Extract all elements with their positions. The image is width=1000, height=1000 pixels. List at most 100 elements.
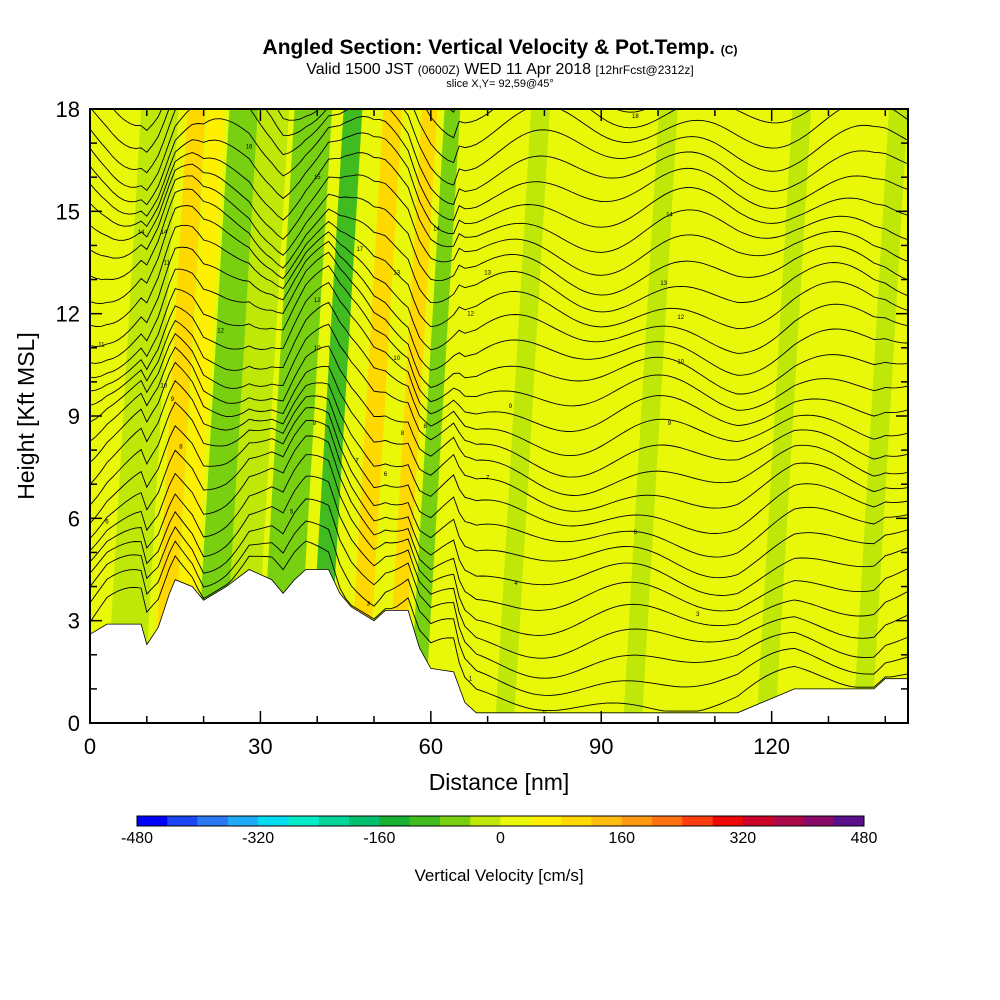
velocity-band-12-3 bbox=[548, 109, 622, 723]
colorbar-swatch bbox=[197, 816, 229, 826]
contour-label: 14 bbox=[161, 230, 168, 236]
isentrope-0 bbox=[90, 540, 908, 712]
contour-label: 10 bbox=[314, 346, 321, 352]
velocity-band-14-3 bbox=[682, 109, 750, 723]
contour-label: 13 bbox=[660, 281, 667, 287]
contour-label: 3 bbox=[367, 602, 371, 608]
x-tick-label: 0 bbox=[84, 734, 96, 759]
velocity-band-17-3 bbox=[853, 109, 908, 723]
contour-label: 8 bbox=[401, 431, 405, 437]
colorbar-swatch bbox=[591, 816, 622, 826]
contour-label: 12 bbox=[217, 329, 224, 335]
contour-label: 6 bbox=[384, 472, 388, 478]
velocity-band-4-3 bbox=[222, 109, 290, 723]
isentrope-24 bbox=[90, 132, 908, 235]
contour-label: 7 bbox=[355, 458, 359, 464]
contour-label: 5 bbox=[290, 510, 294, 516]
isentrope-20 bbox=[90, 188, 908, 313]
contour-label: 8 bbox=[179, 445, 183, 451]
colorbar-label: 320 bbox=[729, 830, 756, 847]
colorbar-swatch bbox=[439, 816, 471, 826]
contour-label: 7 bbox=[486, 475, 490, 481]
y-axis-title: Height [Kft MSL] bbox=[13, 332, 39, 499]
colorbar-swatch bbox=[500, 816, 532, 826]
isentrope-3 bbox=[90, 475, 908, 659]
velocity-band-9-3 bbox=[408, 109, 461, 723]
isentrope-12 bbox=[90, 323, 908, 478]
colorbar-swatch bbox=[470, 816, 501, 826]
contour-label: 14 bbox=[433, 226, 440, 232]
isentrope-9 bbox=[90, 380, 908, 534]
isentrope-30 bbox=[146, 109, 648, 113]
isentrope-5 bbox=[90, 435, 908, 612]
velocity-band-0-3 bbox=[105, 109, 179, 723]
y-axis: 0 3 6 9 12 15 18 bbox=[56, 97, 908, 736]
isentrope-23 bbox=[90, 152, 908, 253]
contour-label: 17 bbox=[356, 247, 363, 253]
isentrope-19 bbox=[90, 205, 908, 330]
valid-date: WED 11 Apr 2018 bbox=[464, 61, 592, 78]
colorbar-title: Vertical Velocity [cm/s] bbox=[414, 866, 583, 885]
x-axis: 0 30 60 90 120 bbox=[84, 109, 887, 759]
isentrope-1 bbox=[90, 520, 908, 696]
x-tick-label: 30 bbox=[248, 734, 272, 759]
colorbar-swatch bbox=[773, 816, 804, 826]
contour-label: 13 bbox=[393, 271, 400, 277]
colorbar-label: 480 bbox=[851, 830, 878, 847]
valid-time-utc: (0600Z) bbox=[417, 63, 460, 77]
title-block: Angled Section: Vertical Velocity & Pot.… bbox=[0, 36, 1000, 90]
colorbar-swatch bbox=[803, 816, 835, 826]
isentrope-6 bbox=[90, 419, 908, 596]
isentrope-15 bbox=[90, 265, 908, 411]
isentrope-14 bbox=[90, 282, 908, 432]
velocity-band-16-3 bbox=[801, 109, 869, 723]
colorbar-frame bbox=[136, 815, 865, 827]
velocity-band-3-3 bbox=[193, 109, 261, 723]
contour-label: 18 bbox=[632, 114, 639, 120]
colorbar-label: 0 bbox=[496, 830, 505, 847]
y-tick-label: 3 bbox=[68, 609, 80, 634]
valid-time: Valid 1500 JST bbox=[306, 61, 414, 78]
isentrope-28 bbox=[90, 109, 908, 164]
isentrope-17 bbox=[90, 240, 908, 376]
colorbar-swatch bbox=[288, 816, 320, 826]
y-tick-label: 9 bbox=[68, 404, 80, 429]
isentrope-2 bbox=[90, 498, 908, 679]
contour-label: 8 bbox=[423, 424, 427, 430]
forecast-info: [12hrFcst@2312z] bbox=[595, 63, 694, 77]
colorbar-swatch bbox=[227, 816, 259, 826]
colorbar-swatch bbox=[409, 816, 441, 826]
contour-label: 10 bbox=[161, 383, 168, 389]
x-tick-label: 60 bbox=[419, 734, 443, 759]
isentrope-25 bbox=[90, 115, 908, 221]
velocity-band-1-3 bbox=[151, 109, 207, 723]
colorbar-label: -320 bbox=[242, 830, 274, 847]
contour-label: 11 bbox=[98, 342, 105, 348]
colorbar-swatch bbox=[712, 816, 744, 826]
isentrope-8 bbox=[90, 395, 908, 558]
colorbar-swatch bbox=[561, 816, 592, 826]
y-tick-label: 15 bbox=[56, 199, 80, 224]
x-tick-label: 90 bbox=[589, 734, 613, 759]
velocity-band-13-3 bbox=[623, 109, 678, 723]
isentrope-7 bbox=[90, 407, 908, 579]
x-axis-title: Distance [nm] bbox=[429, 769, 570, 795]
colorbar-label: 160 bbox=[608, 830, 635, 847]
contour-label: 6 bbox=[105, 520, 109, 526]
contour-label: 9 bbox=[171, 397, 175, 403]
isentrope-21 bbox=[90, 175, 908, 296]
contour-label: 15 bbox=[314, 175, 321, 181]
y-tick-label: 0 bbox=[68, 711, 80, 736]
velocity-band-10-3 bbox=[435, 109, 497, 723]
isentrope-18 bbox=[90, 224, 908, 354]
chart-title-main: Angled Section: Vertical Velocity & Pot.… bbox=[262, 36, 715, 59]
velocity-band-5-3 bbox=[258, 109, 332, 723]
contour-label: 3 bbox=[696, 612, 700, 618]
contour-label: 10 bbox=[677, 359, 684, 365]
contour-label: 13 bbox=[484, 271, 491, 277]
colorbar-label: -480 bbox=[121, 830, 153, 847]
contour-label: 9 bbox=[313, 421, 317, 427]
velocity-band-8-3 bbox=[386, 109, 438, 723]
